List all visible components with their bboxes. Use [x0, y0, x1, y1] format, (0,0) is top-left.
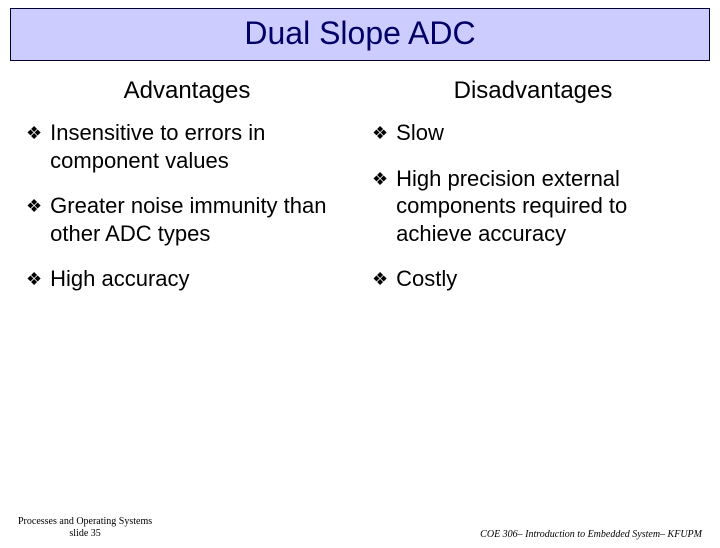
footer-slide-number: slide 35: [18, 528, 152, 540]
bullet-text: Insensitive to errors in component value…: [50, 119, 348, 174]
list-item: ❖ Slow: [372, 119, 694, 147]
footer-topic: Processes and Operating Systems: [18, 516, 152, 528]
list-item: ❖ High precision external components req…: [372, 165, 694, 248]
bullet-text: High accuracy: [50, 265, 348, 293]
disadvantages-header: Disadvantages: [372, 77, 694, 105]
title-bar: Dual Slope ADC: [10, 8, 710, 61]
slide-footer: Processes and Operating Systems slide 35…: [0, 516, 720, 540]
list-item: ❖ Costly: [372, 265, 694, 293]
diamond-bullet-icon: ❖: [26, 268, 42, 291]
bullet-text: Costly: [396, 265, 694, 293]
list-item: ❖ Insensitive to errors in component val…: [26, 119, 348, 174]
bullet-text: Greater noise immunity than other ADC ty…: [50, 192, 348, 247]
list-item: ❖ Greater noise immunity than other ADC …: [26, 192, 348, 247]
two-column-layout: Advantages ❖ Insensitive to errors in co…: [0, 61, 720, 311]
diamond-bullet-icon: ❖: [26, 195, 42, 218]
advantages-header: Advantages: [26, 77, 348, 105]
advantages-column: Advantages ❖ Insensitive to errors in co…: [26, 77, 348, 311]
diamond-bullet-icon: ❖: [372, 122, 388, 145]
diamond-bullet-icon: ❖: [372, 168, 388, 191]
disadvantages-column: Disadvantages ❖ Slow ❖ High precision ex…: [372, 77, 694, 311]
footer-right: COE 306– Introduction to Embedded System…: [480, 529, 702, 540]
footer-left: Processes and Operating Systems slide 35: [18, 516, 152, 540]
bullet-text: Slow: [396, 119, 694, 147]
list-item: ❖ High accuracy: [26, 265, 348, 293]
bullet-text: High precision external components requi…: [396, 165, 694, 248]
slide-title: Dual Slope ADC: [244, 15, 475, 51]
diamond-bullet-icon: ❖: [26, 122, 42, 145]
diamond-bullet-icon: ❖: [372, 268, 388, 291]
